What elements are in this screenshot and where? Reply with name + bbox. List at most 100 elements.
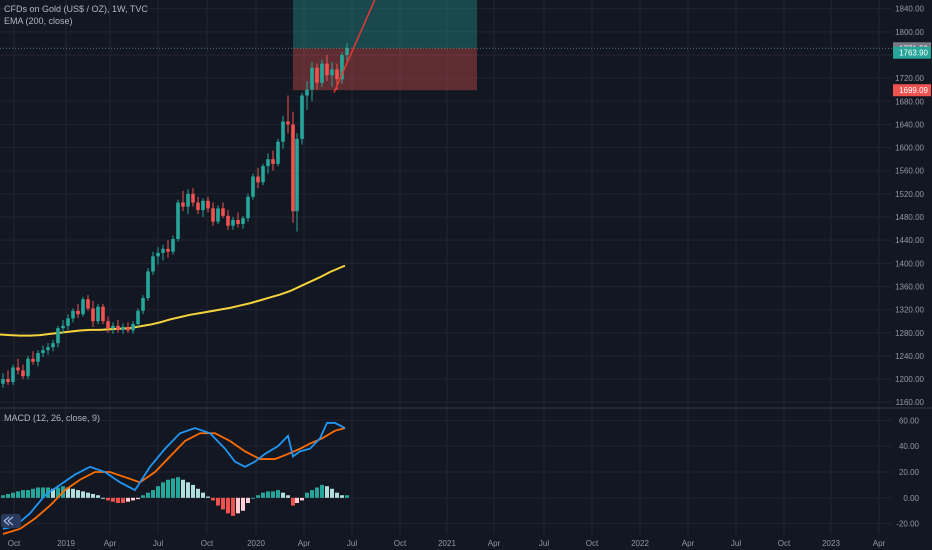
price-tick-label: 1640.00 <box>895 120 924 129</box>
risk-reward-zones[interactable] <box>293 0 477 91</box>
macd-histogram-bar <box>320 484 324 498</box>
chevrons-left-icon <box>3 516 14 526</box>
time-tick-label: Oct <box>8 539 21 548</box>
macd-histogram-bar <box>340 495 344 498</box>
candle-body <box>61 325 65 329</box>
macd-tick-label: 0.00 <box>903 494 919 503</box>
macd-histogram-bar <box>156 486 160 498</box>
macd-histogram-bar <box>271 491 275 498</box>
ema-legend[interactable]: EMA (200, close) <box>4 16 73 26</box>
macd-histogram-bar <box>231 497 235 516</box>
candle-body <box>315 67 319 83</box>
time-tick-label: Oct <box>201 539 214 548</box>
macd-main-line <box>2 422 346 530</box>
macd-histogram-bar <box>161 482 165 498</box>
macd-axis[interactable]: -20.00 0.00 20.00 40.00 60.00 <box>896 416 919 528</box>
price-label-box <box>893 46 931 59</box>
macd-histogram-bar <box>151 490 155 498</box>
macd-histogram-bar <box>186 482 190 498</box>
price-tick-label: 1360.00 <box>895 282 924 291</box>
price-tick-label: 1680.00 <box>895 97 924 106</box>
time-axis[interactable]: Oct 2019 Apr Jul Oct 2020 Apr Jul Oct 2021 Apr Jul O… <box>8 539 886 548</box>
candle-body <box>236 219 240 224</box>
trend-line[interactable] <box>333 0 376 93</box>
go-to-start-button[interactable] <box>1 514 21 528</box>
time-tick-label: Oct <box>778 539 791 548</box>
time-tick-label: Oct <box>394 539 407 548</box>
macd-histogram-bar <box>266 491 270 498</box>
macd-histogram-bar <box>191 484 195 498</box>
macd-histogram-bar <box>256 495 260 498</box>
candle-body <box>261 166 265 183</box>
candle-body <box>21 370 25 377</box>
candle-body <box>325 63 329 76</box>
time-tick-label: Apr <box>488 539 501 548</box>
macd-histogram-bar <box>106 497 110 501</box>
candle-body <box>281 121 285 142</box>
candle-body <box>211 208 215 222</box>
candle-body <box>231 219 235 226</box>
macd-histogram-bar <box>246 497 250 503</box>
candle-body <box>101 306 105 322</box>
time-tick-label: Jul <box>153 539 163 548</box>
macd-tick-label: 20.00 <box>899 468 920 477</box>
trend-line-segment[interactable] <box>333 0 376 93</box>
candle-body <box>116 325 120 330</box>
candle-body <box>345 48 349 55</box>
candle-body <box>271 159 275 164</box>
macd-tick-label: -20.00 <box>896 520 919 529</box>
candlestick-series <box>1 43 349 388</box>
macd-histogram-bar <box>171 478 175 498</box>
macd-histogram-bar <box>101 497 105 499</box>
macd-histogram-bar <box>166 479 170 498</box>
macd-histogram-bar <box>26 490 30 498</box>
macd-histogram-bar <box>201 492 205 498</box>
candle-body <box>286 121 290 125</box>
time-tick-label: Jul <box>539 539 549 548</box>
macd-histogram-bar <box>315 487 319 498</box>
macd-label: MACD (12, 26, close, 9) <box>4 413 101 423</box>
candle-body <box>76 310 80 315</box>
candle-body <box>131 324 135 331</box>
ema-label: EMA (200, close) <box>4 16 73 26</box>
candle-body <box>46 347 50 351</box>
macd-histogram-bar <box>181 479 185 498</box>
time-tick-label: Jul <box>347 539 357 548</box>
macd-histogram-bar <box>111 497 115 502</box>
macd-histogram-bar <box>96 495 100 498</box>
macd-histogram-bar <box>286 495 290 498</box>
symbol-legend[interactable]: CFDs on Gold (US$ / OZ), 1W, TVC <box>4 4 148 14</box>
macd-histogram-bar <box>51 488 55 498</box>
time-tick-label: Oct <box>586 539 599 548</box>
candle-body <box>71 310 75 319</box>
macd-histogram-bar <box>236 497 240 514</box>
macd-histogram-bar <box>251 497 255 499</box>
candle-body <box>266 159 270 167</box>
macd-histogram-bar <box>141 495 145 498</box>
macd-histogram-bar <box>81 491 85 498</box>
macd-histogram-bar <box>176 477 180 498</box>
macd-histogram-bar <box>196 488 200 498</box>
macd-legend[interactable]: MACD (12, 26, close, 9) <box>4 413 100 423</box>
macd-histogram-bar <box>300 497 304 501</box>
candle-body <box>305 89 309 96</box>
macd-histogram-bar <box>295 497 299 503</box>
target-zone[interactable] <box>293 0 477 49</box>
candle-body <box>221 208 225 216</box>
macd-histogram-bar <box>11 492 15 498</box>
macd-histogram-bar <box>116 497 120 503</box>
symbol-title: CFDs on Gold (US$ / OZ), 1W, TVC <box>4 4 148 14</box>
candle-body <box>6 379 10 382</box>
macd-histogram-bar <box>216 497 220 506</box>
candle-body <box>56 328 60 344</box>
macd-histogram-bar <box>21 490 25 498</box>
macd-histogram-bar <box>76 490 80 498</box>
candle-body <box>121 326 125 330</box>
macd-histogram-bar <box>1 495 5 498</box>
candle-body <box>310 67 314 90</box>
macd-histogram-bar <box>330 488 334 498</box>
candle-body <box>1 379 5 384</box>
price-tick-label: 1400.00 <box>895 259 924 268</box>
